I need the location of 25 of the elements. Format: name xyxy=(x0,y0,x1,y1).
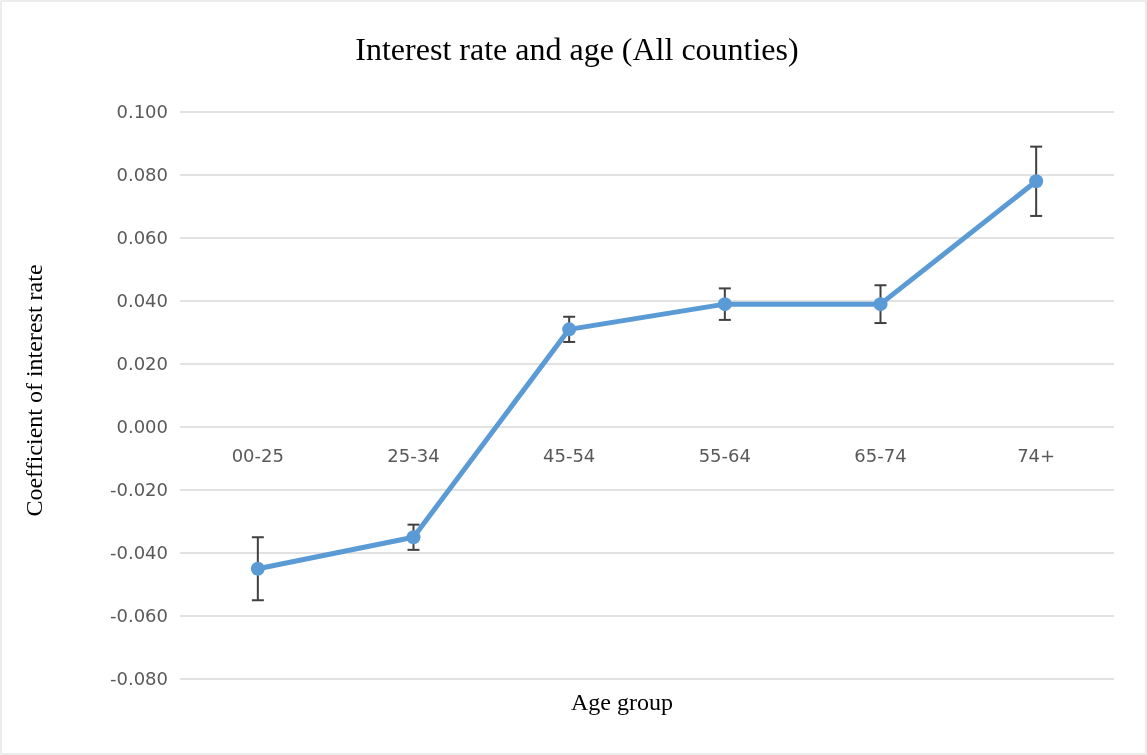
x-tick-label: 55-64 xyxy=(698,445,751,466)
y-tick-label: -0.040 xyxy=(109,542,168,564)
y-tick-label: 0.100 xyxy=(116,101,168,123)
y-axis-title: Coefficient of interest rate xyxy=(21,264,47,517)
y-tick-label: 0.060 xyxy=(116,227,168,249)
y-tick-label: 0.080 xyxy=(116,164,168,186)
x-tick-label: 45-54 xyxy=(543,445,596,466)
y-tick-label: 0.040 xyxy=(116,290,168,312)
y-tick-label: 0.020 xyxy=(116,353,168,375)
x-axis-title: Age group xyxy=(571,689,673,715)
point xyxy=(717,297,732,312)
point xyxy=(873,297,888,312)
point xyxy=(562,322,577,337)
y-tick-label: -0.060 xyxy=(109,605,168,627)
y-tick-label: -0.080 xyxy=(109,668,168,690)
x-tick-label: 25-34 xyxy=(387,445,440,466)
x-tick-label: 00-25 xyxy=(231,445,284,466)
x-tick-label: 74+ xyxy=(1017,445,1056,466)
point xyxy=(406,530,421,545)
chart-title: Interest rate and age (All counties) xyxy=(355,31,799,67)
y-tick-label: 0.000 xyxy=(116,416,168,438)
y-tick-label: -0.020 xyxy=(109,479,168,501)
point xyxy=(250,561,265,576)
point xyxy=(1029,174,1044,189)
x-tick-label: 65-74 xyxy=(854,445,907,466)
